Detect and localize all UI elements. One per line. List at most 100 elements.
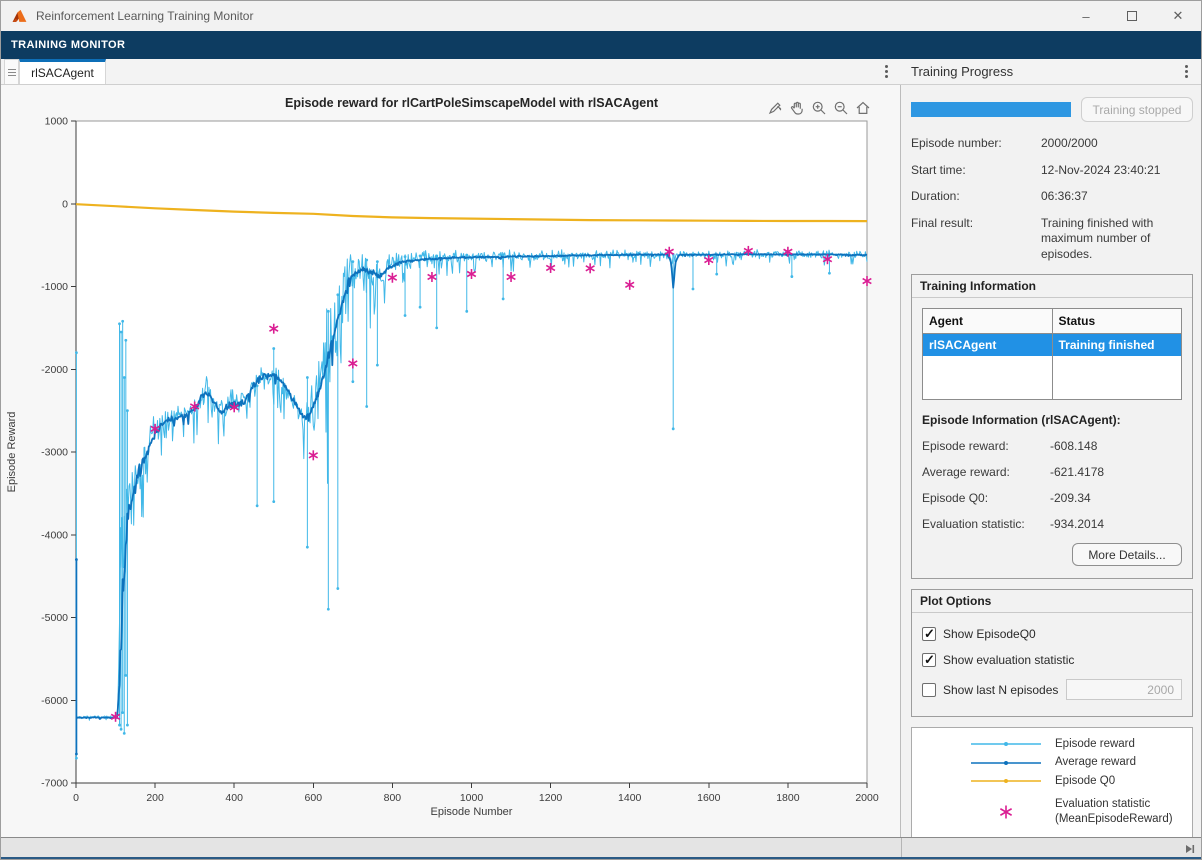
stat-episode-q0: Episode Q0: -209.34 [922, 491, 1182, 505]
field-label: Final result: [911, 216, 1041, 263]
legend-entry-average-reward: Average reward [912, 753, 1192, 771]
field-value: 2000/2000 [1041, 136, 1193, 152]
stat-label: Episode Q0: [922, 491, 1050, 505]
svg-text:1400: 1400 [618, 792, 642, 804]
show-episodeq0-checkbox[interactable] [922, 627, 936, 641]
close-button[interactable]: ✕ [1155, 1, 1201, 31]
table-row-rlsacagent[interactable]: rlSACAgent Training finished [923, 333, 1182, 356]
app-window: Reinforcement Learning Training Monitor … [0, 0, 1202, 860]
document-tabstrip: rlSACAgent [1, 59, 901, 85]
stat-value: -608.148 [1050, 439, 1097, 453]
progress-row: Training stopped [911, 97, 1193, 122]
panel-header: Training Progress [901, 59, 1202, 85]
svg-text:0: 0 [73, 792, 79, 804]
show-evaluation-statistic-checkbox[interactable] [922, 653, 936, 667]
tab-label: rlSACAgent [31, 66, 94, 80]
agent-status-table[interactable]: Agent Status rlSACAgent Training finishe… [922, 308, 1182, 401]
svg-text:1600: 1600 [697, 792, 721, 804]
chart-legend: Episode reward Average reward Episode Q0 [911, 727, 1193, 838]
stat-value: -934.2014 [1050, 517, 1104, 531]
legend-label: Evaluation statistic (MeanEpisodeReward) [1055, 797, 1173, 826]
stat-value: -209.34 [1050, 491, 1091, 505]
svg-text:-7000: -7000 [41, 778, 68, 790]
svg-text:-6000: -6000 [41, 695, 68, 707]
episode-q0-line-sample [967, 775, 1045, 787]
checkbox-row-show-evaluation-statistic[interactable]: Show evaluation statistic [922, 653, 1182, 667]
training-stopped-button[interactable]: Training stopped [1081, 97, 1193, 122]
plot-options-group: Plot Options Show EpisodeQ0 Show evaluat… [911, 589, 1193, 717]
training-information-group: Training Information Agent Status rlSACA… [911, 274, 1193, 580]
legend-entry-evaluation-statistic: Evaluation statistic (MeanEpisodeReward) [912, 795, 1192, 828]
svg-text:1800: 1800 [776, 792, 800, 804]
panel-menu-kebab-icon[interactable] [1177, 59, 1195, 84]
checkbox-label: Show evaluation statistic [943, 653, 1074, 667]
checkbox-label: Show last N episodes [943, 683, 1058, 697]
panel-title: Training Progress [911, 64, 1013, 79]
field-value: Training finished with maximum number of… [1041, 216, 1193, 263]
svg-text:1200: 1200 [539, 792, 563, 804]
field-start-time: Start time: 12-Nov-2024 23:40:21 [911, 163, 1193, 179]
zoom-in-icon[interactable] [810, 99, 828, 117]
legend-label: Average reward [1055, 755, 1136, 769]
cell-agent: rlSACAgent [923, 333, 1053, 356]
minimize-button[interactable]: – [1063, 1, 1109, 31]
status-bar [1, 837, 1201, 857]
column-header-status[interactable]: Status [1052, 308, 1182, 333]
stat-episode-reward: Episode reward: -608.148 [922, 439, 1182, 453]
last-n-episodes-input[interactable] [1066, 679, 1182, 700]
training-progress-bar [911, 102, 1071, 117]
group-title: Training Information [912, 275, 1192, 298]
svg-text:-2000: -2000 [41, 364, 68, 376]
svg-text:800: 800 [384, 792, 402, 804]
training-progress-panel: Training Progress Training stopped Episo… [901, 59, 1202, 837]
pan-hand-icon[interactable] [788, 99, 806, 117]
matlab-logo-icon [11, 8, 28, 25]
svg-text:2000: 2000 [855, 792, 879, 804]
svg-text:Episode reward for rlCartPoleS: Episode reward for rlCartPoleSimscapeMod… [285, 96, 659, 110]
toolstrip-ribbon: TRAINING MONITOR [1, 31, 1201, 59]
svg-text:-4000: -4000 [41, 529, 68, 541]
footer-divider [901, 838, 902, 858]
svg-text:600: 600 [305, 792, 323, 804]
legend-entry-episode-q0: Episode Q0 [912, 772, 1192, 790]
svg-text:1000: 1000 [460, 792, 484, 804]
field-label: Duration: [911, 189, 1041, 205]
svg-text:-1000: -1000 [41, 281, 68, 293]
field-duration: Duration: 06:36:37 [911, 189, 1193, 205]
home-icon[interactable] [854, 99, 872, 117]
svg-text:-5000: -5000 [41, 612, 68, 624]
stat-label: Evaluation statistic: [922, 517, 1050, 531]
stat-average-reward: Average reward: -621.4178 [922, 465, 1182, 479]
table-empty-row [923, 356, 1182, 400]
legend-label: Episode reward [1055, 737, 1135, 751]
export-icon[interactable] [766, 99, 784, 117]
svg-text:400: 400 [225, 792, 243, 804]
show-last-n-episodes-checkbox[interactable] [922, 683, 936, 697]
field-value: 12-Nov-2024 23:40:21 [1041, 163, 1193, 179]
checkbox-row-show-last-n-episodes[interactable]: Show last N episodes [922, 679, 1182, 700]
average-reward-line-sample [967, 757, 1045, 769]
window-title: Reinforcement Learning Training Monitor [36, 9, 253, 23]
field-final-result: Final result: Training finished with max… [911, 216, 1193, 263]
window-titlebar: Reinforcement Learning Training Monitor … [1, 1, 1201, 31]
stat-evaluation-statistic: Evaluation statistic: -934.2014 [922, 517, 1182, 531]
checkbox-row-show-episodeq0[interactable]: Show EpisodeQ0 [922, 627, 1182, 641]
stat-label: Episode reward: [922, 439, 1050, 453]
field-label: Start time: [911, 163, 1041, 179]
maximize-button[interactable] [1109, 1, 1155, 31]
training-chart-canvas[interactable]: Episode reward for rlCartPoleSimscapeMod… [1, 85, 899, 837]
tabstrip-menu-kebab-icon[interactable] [877, 59, 895, 84]
more-details-button[interactable]: More Details... [1072, 543, 1182, 566]
tabstrip-grip-handle[interactable] [4, 59, 19, 84]
stat-label: Average reward: [922, 465, 1050, 479]
tab-rlsacagent[interactable]: rlSACAgent [19, 59, 106, 84]
ribbon-tab-training-monitor[interactable]: TRAINING MONITOR [11, 39, 125, 51]
zoom-out-icon[interactable] [832, 99, 850, 117]
checkbox-label: Show EpisodeQ0 [943, 627, 1036, 641]
field-value: 06:36:37 [1041, 189, 1193, 205]
cell-status: Training finished [1052, 333, 1182, 356]
panel-body: Training stopped Episode number: 2000/20… [901, 85, 1202, 838]
column-header-agent[interactable]: Agent [923, 308, 1053, 333]
episode-info-title: Episode Information (rlSACAgent): [922, 413, 1182, 427]
evaluation-statistic-asterisk-sample [967, 802, 1045, 822]
